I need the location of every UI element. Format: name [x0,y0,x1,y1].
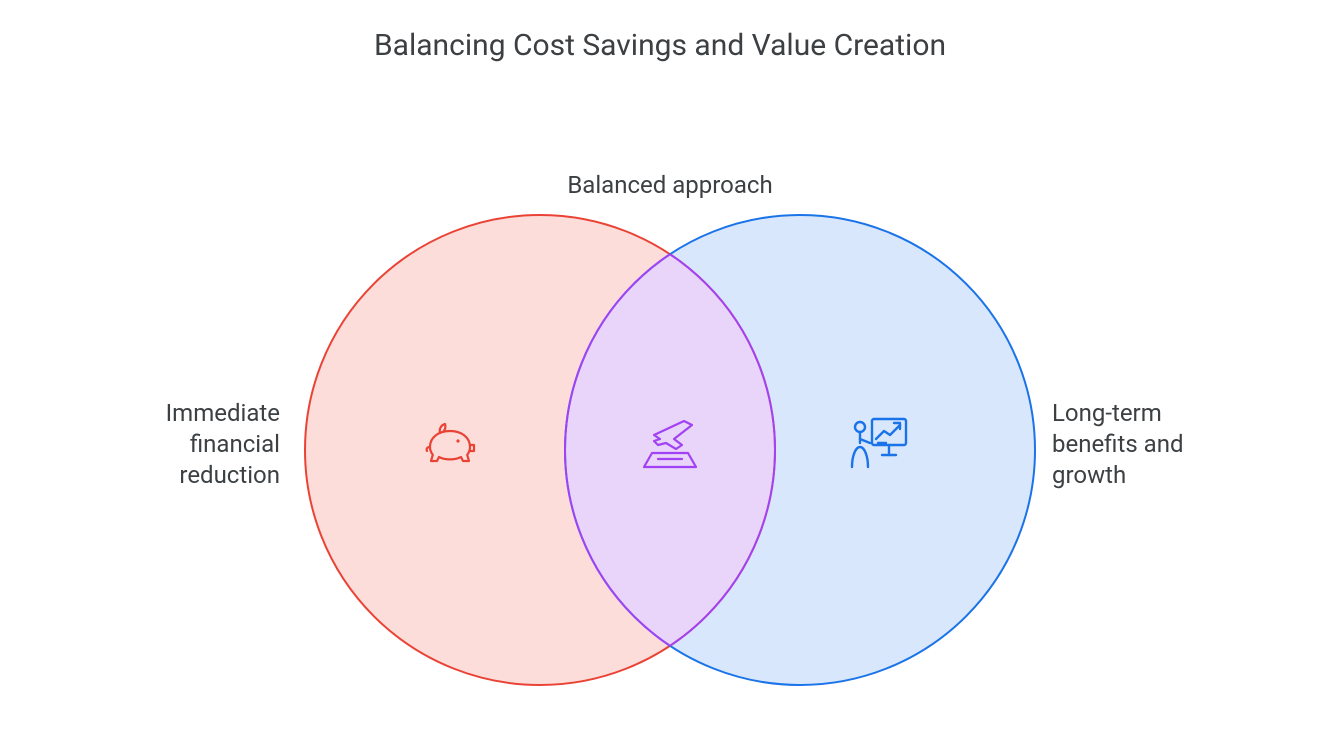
piggy-bank-icon [418,413,482,481]
venn-right-label: Long-term benefits and growth [1052,398,1222,492]
presenter-chart-icon [842,409,914,485]
venn-left-label: Immediate financial reduction [110,398,280,492]
venn-diagram [0,0,1320,746]
takeoff-icon [634,409,706,485]
